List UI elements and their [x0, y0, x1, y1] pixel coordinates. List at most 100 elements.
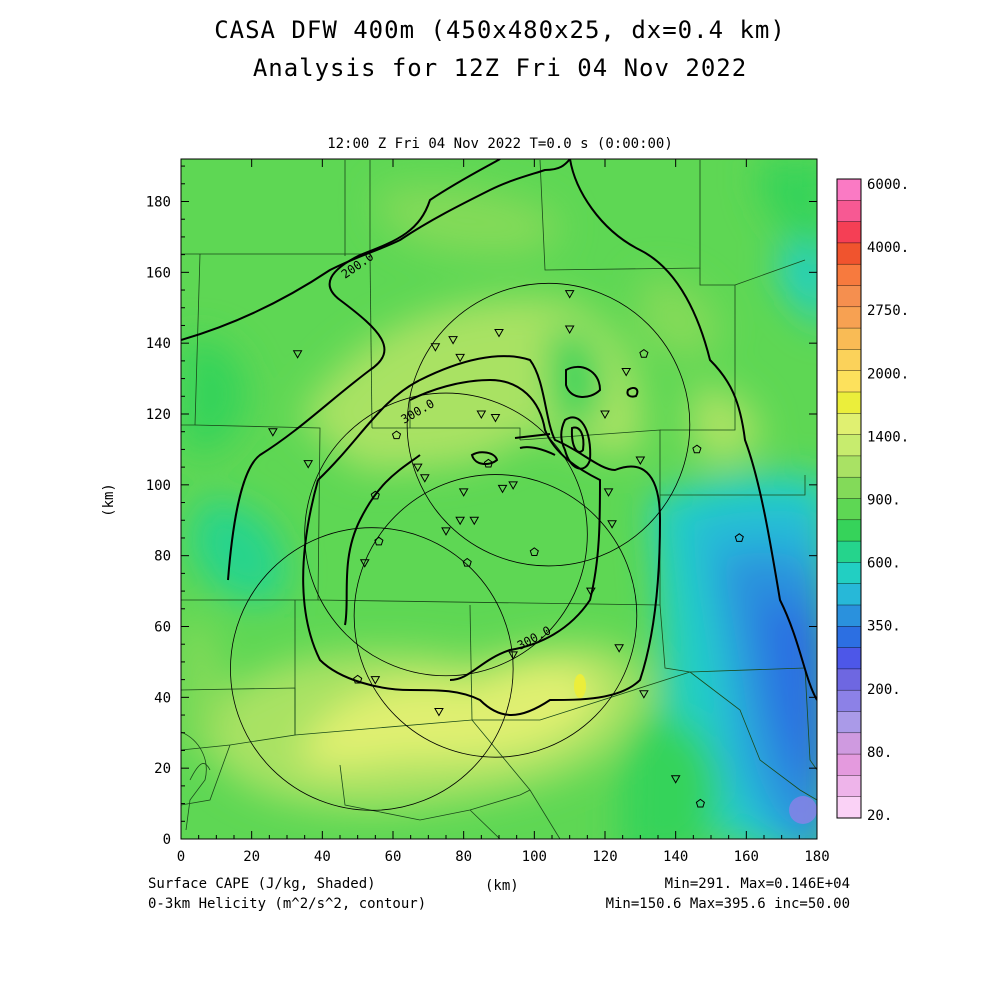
colorbar-label: 4000.	[867, 240, 909, 256]
x-axis: 0 20 40 60 80 100 120 140 160 180	[177, 159, 830, 865]
colorbar-swatch	[837, 605, 861, 627]
station-pentagon-marker	[370, 490, 380, 500]
station-triangle-marker	[412, 463, 423, 473]
station-triangle-marker	[434, 708, 444, 717]
station-pentagon-marker	[695, 798, 705, 808]
station-triangle-marker	[564, 325, 575, 335]
station-triangle-marker	[455, 516, 465, 526]
station-pentagon-marker	[483, 458, 493, 468]
station-triangle-marker	[508, 481, 518, 490]
y-tick-label: 80	[154, 549, 171, 565]
colorbar-label: 350.	[867, 619, 901, 635]
station-triangle-marker	[586, 587, 596, 597]
y-tick-label: 100	[146, 478, 171, 494]
radar-range-ring	[353, 474, 638, 758]
colorbar-swatch	[837, 221, 861, 244]
y-axis-label: (km)	[101, 483, 117, 517]
radar-range-rings	[230, 282, 691, 811]
radar-range-ring	[406, 282, 691, 567]
radar-range-ring	[304, 392, 588, 677]
x-tick-label: 120	[592, 849, 617, 865]
station-triangle-marker	[614, 644, 624, 653]
colorbar-swatch	[837, 328, 861, 350]
station-triangle-marker	[419, 474, 430, 483]
station-triangle-marker	[607, 520, 617, 529]
colorbar-label: 2000.	[867, 366, 909, 382]
colorbar-swatch	[837, 370, 861, 393]
helicity-contours	[181, 159, 817, 716]
colorbar-swatch	[837, 498, 861, 521]
station-triangle-marker	[448, 336, 458, 345]
colorbar-swatch	[837, 541, 861, 563]
station-markers	[268, 290, 744, 808]
colorbar-swatch	[837, 626, 861, 649]
station-triangle-marker	[292, 350, 303, 359]
colorbar-swatch	[837, 732, 861, 755]
station-triangle-marker	[455, 353, 465, 363]
station-pentagon-marker	[692, 444, 702, 454]
y-tick-label: 60	[154, 620, 171, 636]
colorbar-swatch	[837, 711, 861, 734]
colorbar-swatch	[837, 690, 861, 712]
colorbar-swatch	[837, 668, 861, 691]
station-triangle-marker	[603, 488, 614, 497]
contour-field-caption: 0-3km Helicity (m^2/s^2, contour)	[148, 896, 427, 912]
station-triangle-marker	[303, 460, 314, 469]
station-triangle-marker	[268, 428, 278, 437]
colorbar-swatch	[837, 264, 861, 286]
station-triangle-marker	[359, 559, 370, 568]
x-tick-label: 20	[243, 849, 260, 865]
colorbar-label: 2750.	[867, 303, 909, 319]
colorbar-swatch	[837, 306, 861, 329]
y-tick-label: 20	[154, 761, 171, 777]
colorbar-label: 900.	[867, 493, 901, 509]
colorbar-swatch	[837, 477, 861, 499]
colorbar-swatch	[837, 285, 861, 308]
colorbar-label: 6000.	[867, 177, 909, 193]
colorbar-label: 1400.	[867, 429, 909, 445]
x-tick-label: 160	[734, 849, 759, 865]
station-triangle-marker	[621, 368, 632, 377]
colorbar-swatch	[837, 392, 861, 414]
colorbar-swatch	[837, 583, 861, 606]
station-triangle-marker	[458, 488, 469, 497]
y-tick-label: 0	[163, 832, 171, 848]
station-triangle-marker	[508, 651, 518, 660]
colorbar-label: 80.	[867, 745, 892, 761]
colorbar-swatch	[837, 775, 861, 798]
station-triangle-marker	[370, 676, 381, 685]
station-triangle-marker	[639, 690, 649, 699]
figure-title-line-2: Analysis for 12Z Fri 04 Nov 2022	[252, 54, 748, 82]
station-triangle-marker	[564, 290, 575, 299]
colorbar-swatch	[837, 455, 861, 478]
station-triangle-marker	[430, 343, 441, 352]
colorbar-swatch	[837, 200, 861, 223]
colorbar-swatch	[837, 562, 861, 585]
shaded-field-caption: Surface CAPE (J/kg, Shaded)	[148, 876, 376, 892]
station-triangle-marker	[494, 329, 504, 338]
x-tick-label: 100	[522, 849, 547, 865]
x-tick-label: 140	[663, 849, 688, 865]
colorbar-frame	[836, 178, 862, 819]
colorbar-swatch	[837, 179, 861, 201]
station-pentagon-marker	[391, 430, 402, 440]
x-tick-label: 40	[314, 849, 331, 865]
station-pentagon-marker	[734, 533, 744, 542]
radar-range-ring	[230, 527, 514, 811]
y-tick-label: 140	[146, 336, 171, 352]
colorbar-swatch	[837, 349, 861, 372]
x-tick-label: 180	[804, 849, 829, 865]
cape-colorbar: 6000. 4000. 2750. 2000. 1400. 900. 600. 350. 200…	[836, 177, 909, 824]
figure-title-line-1: CASA DFW 400m (450x480x25, dx=0.4 km)	[214, 16, 786, 44]
y-tick-label: 40	[154, 690, 171, 706]
station-triangle-marker	[497, 484, 508, 494]
colorbar-swatch	[837, 434, 861, 457]
shaded-field-stats: Min=291. Max=0.146E+04	[664, 876, 850, 892]
cape-shaded-field	[181, 159, 817, 839]
x-axis-unit-label: (km)	[485, 878, 519, 894]
station-pentagon-marker	[639, 348, 649, 358]
colorbar-swatch	[837, 413, 861, 436]
contour-field-stats: Min=150.6 Max=395.6 inc=50.00	[605, 896, 850, 912]
colorbar-label: 200.	[867, 682, 901, 698]
